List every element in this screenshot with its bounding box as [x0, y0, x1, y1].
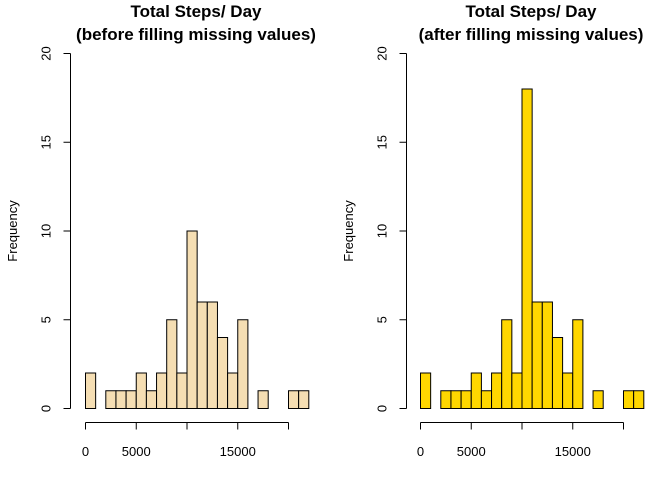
bars-group: [85, 230, 310, 409]
histogram-bar: [491, 372, 503, 409]
histogram-bar: [551, 337, 564, 409]
y-axis-label: Frequency: [5, 200, 20, 262]
histogram-bar: [623, 390, 635, 409]
chart-title-line1: Total Steps/ Day: [131, 2, 263, 21]
histogram-bar: [186, 230, 198, 409]
y-tick-label: 5: [375, 316, 390, 323]
bars-group: [420, 88, 645, 409]
histogram-bar: [460, 390, 472, 409]
y-tick-label: 5: [39, 316, 54, 323]
histogram-bar: [156, 372, 168, 409]
y-tick-label: 20: [39, 46, 54, 60]
histogram-panel-after: Total Steps/ Day (after filling missing …: [341, 2, 645, 459]
histogram-bar: [521, 88, 533, 409]
y-axis: 0 5 10 15 20: [375, 46, 407, 412]
histogram-bar: [115, 390, 127, 409]
chart-title-line1: Total Steps/ Day: [466, 2, 598, 21]
histogram-bar: [166, 319, 178, 409]
histogram-bar: [511, 372, 523, 409]
histogram-bar: [135, 372, 147, 409]
histogram-bar: [420, 372, 432, 409]
x-tick-label: 5000: [457, 444, 486, 459]
histogram-bar: [125, 390, 137, 409]
y-tick-label: 10: [375, 224, 390, 238]
histogram-bar: [572, 319, 584, 409]
histogram-bar: [480, 390, 493, 409]
histogram-bar: [541, 301, 553, 409]
histogram-bar: [592, 390, 604, 409]
histogram-bar: [196, 301, 208, 409]
histogram-bar: [298, 390, 310, 409]
histogram-bar: [206, 301, 218, 409]
x-axis: 0 5000 15000: [417, 422, 624, 459]
histogram-bar: [440, 390, 452, 409]
x-tick-label: 0: [417, 444, 424, 459]
y-tick-label: 10: [39, 224, 54, 238]
x-axis: 0 5000 15000: [82, 422, 289, 459]
histogram-bar: [450, 390, 462, 409]
histogram-bar: [501, 319, 513, 409]
x-tick-label: 15000: [220, 444, 256, 459]
y-tick-label: 15: [39, 135, 54, 149]
y-tick-label: 0: [39, 405, 54, 412]
histogram-bar: [105, 390, 117, 409]
y-axis-label: Frequency: [341, 200, 356, 262]
histogram-bar: [562, 372, 574, 409]
histogram-bar: [216, 337, 229, 409]
histogram-bar: [257, 390, 269, 409]
y-tick-label: 0: [375, 405, 390, 412]
histogram-bar: [633, 390, 645, 409]
histogram-bar: [531, 301, 543, 409]
chart-title-line2: (after filling missing values): [419, 25, 644, 44]
y-axis: 0 5 10 15 20: [39, 46, 71, 412]
x-tick-label: 15000: [555, 444, 591, 459]
histogram-panel-before: Total Steps/ Day (before filling missing…: [5, 2, 316, 459]
histogram-bar: [237, 319, 249, 409]
x-tick-label: 0: [82, 444, 89, 459]
x-tick-label: 5000: [122, 444, 151, 459]
histogram-bar: [470, 372, 482, 409]
histogram-bar: [176, 372, 188, 409]
histogram-bar: [288, 390, 300, 409]
histogram-bar: [145, 390, 158, 409]
chart-title-line2: (before filling missing values): [76, 25, 316, 44]
y-tick-label: 15: [375, 135, 390, 149]
y-tick-label: 20: [375, 46, 390, 60]
histogram-bar: [227, 372, 239, 409]
histogram-bar: [85, 372, 97, 409]
